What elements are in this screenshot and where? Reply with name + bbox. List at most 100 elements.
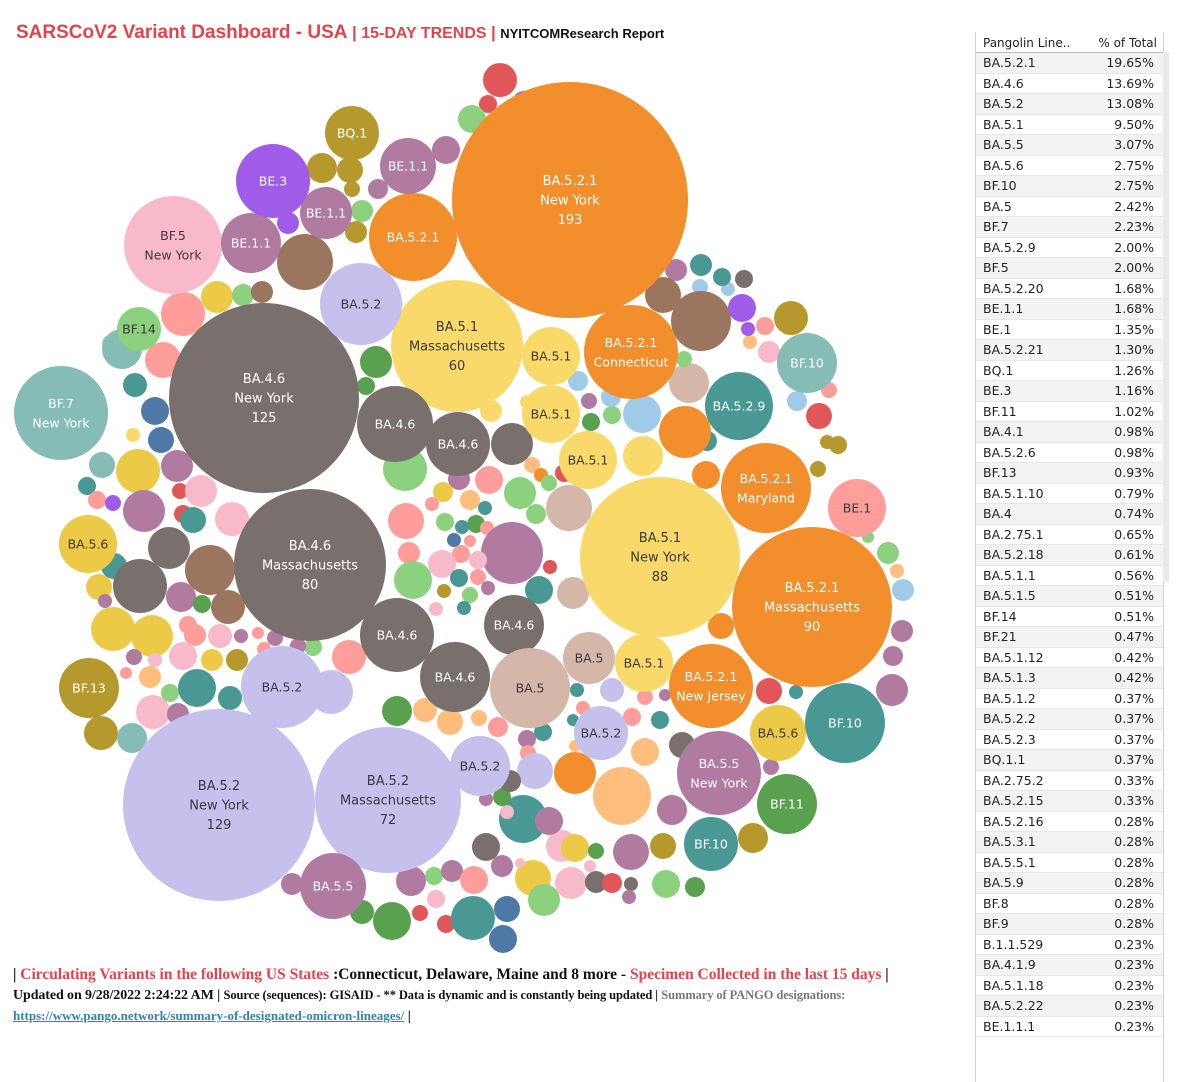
bubble[interactable] (481, 522, 543, 584)
bubble[interactable] (113, 559, 167, 613)
bubble[interactable] (493, 788, 511, 806)
labeled-bubble[interactable] (757, 774, 817, 834)
bubble[interactable] (891, 620, 913, 642)
bubble[interactable] (123, 373, 147, 397)
bubble[interactable] (447, 533, 461, 547)
bubble[interactable] (613, 834, 649, 870)
labeled-bubble[interactable] (828, 479, 886, 537)
bubble[interactable] (585, 871, 607, 893)
labeled-bubble[interactable] (369, 193, 457, 281)
bubble[interactable] (758, 341, 780, 363)
bubble[interactable] (337, 157, 363, 183)
bubble[interactable] (475, 466, 503, 494)
table-row[interactable]: BA.5.5 3.07% (976, 135, 1163, 156)
bubble[interactable] (117, 723, 147, 753)
bubble[interactable] (479, 95, 497, 113)
bubble[interactable] (877, 542, 899, 564)
bubble[interactable] (215, 502, 249, 536)
labeled-bubble[interactable] (236, 144, 310, 218)
bubble[interactable] (665, 259, 687, 281)
bubble[interactable] (172, 483, 188, 499)
bubble[interactable] (491, 855, 513, 877)
bubble[interactable] (671, 291, 731, 351)
bubble[interactable] (208, 624, 232, 648)
labeled-bubble[interactable] (420, 642, 490, 712)
labeled-bubble[interactable] (59, 515, 117, 573)
labeled-bubble[interactable] (705, 372, 773, 440)
table-row[interactable]: BQ.1 1.26% (976, 361, 1163, 381)
bubble[interactable] (708, 613, 734, 639)
table-row[interactable]: BA.5.2.3 0.37% (976, 730, 1163, 750)
bubble[interactable] (178, 669, 216, 707)
bubble[interactable] (148, 527, 190, 569)
bubble[interactable] (193, 595, 211, 613)
bubble[interactable] (570, 683, 584, 697)
bubble[interactable] (452, 545, 470, 563)
bubble[interactable] (425, 867, 443, 885)
table-row[interactable]: BA.5.2.16 0.28% (976, 812, 1163, 832)
bubble[interactable] (500, 805, 514, 819)
bubble[interactable] (534, 723, 552, 741)
bubble[interactable] (676, 351, 692, 367)
labeled-bubble[interactable] (721, 443, 811, 533)
bubble[interactable] (307, 153, 337, 183)
labeled-bubble[interactable] (732, 527, 892, 687)
bubble[interactable] (116, 449, 160, 493)
bubble[interactable] (457, 601, 471, 615)
bubble[interactable] (161, 450, 193, 482)
labeled-bubble[interactable] (221, 213, 281, 273)
bubble[interactable] (161, 684, 179, 702)
bubble[interactable] (436, 513, 454, 531)
table-row[interactable]: BE.1.1.1 0.23% (976, 1017, 1163, 1037)
labeled-bubble[interactable] (169, 303, 359, 493)
labeled-bubble[interactable] (123, 709, 315, 901)
labeled-bubble[interactable] (677, 731, 761, 815)
bubble[interactable] (602, 873, 622, 893)
labeled-bubble[interactable] (391, 280, 523, 412)
bubble[interactable] (890, 564, 904, 578)
bubble[interactable] (86, 574, 112, 600)
bubble[interactable] (555, 867, 587, 899)
table-row[interactable]: BA.5.2.2 0.37% (976, 709, 1163, 730)
bubble[interactable] (554, 752, 596, 794)
table-row[interactable]: BF.10 2.75% (976, 176, 1163, 197)
bubble[interactable] (806, 403, 832, 429)
table-row[interactable]: BA.5.3.1 0.28% (976, 832, 1163, 853)
bubble[interactable] (624, 877, 638, 891)
bubble[interactable] (692, 461, 720, 489)
bubble[interactable] (593, 767, 651, 825)
labeled-bubble[interactable] (522, 327, 580, 385)
bubble[interactable] (388, 503, 424, 539)
bubble[interactable] (637, 689, 653, 705)
bubble[interactable] (478, 501, 492, 515)
table-row[interactable]: BE.1 1.35% (976, 320, 1163, 340)
bubble[interactable] (123, 490, 165, 532)
table-row[interactable]: BE.3 1.16% (976, 381, 1163, 402)
bubble[interactable] (427, 890, 445, 908)
bubble[interactable] (472, 833, 500, 861)
bubble[interactable] (535, 807, 563, 835)
labeled-bubble[interactable] (777, 333, 837, 393)
bubble[interactable] (88, 491, 106, 509)
bubble[interactable] (344, 181, 360, 197)
table-row[interactable]: BF.8 0.28% (976, 894, 1163, 914)
bubble[interactable] (460, 866, 488, 894)
bubble[interactable] (471, 710, 487, 726)
bubble[interactable] (412, 905, 428, 921)
labeled-bubble[interactable] (615, 634, 673, 692)
bubble[interactable] (568, 371, 588, 391)
bubble[interactable] (437, 584, 451, 598)
labeled-bubble[interactable] (300, 187, 352, 239)
bubble[interactable] (489, 925, 517, 953)
table-row[interactable]: BA.5.2.22 0.23% (976, 996, 1163, 1017)
bubble[interactable] (582, 413, 600, 431)
labeled-bubble[interactable] (559, 431, 617, 489)
bubble[interactable] (557, 577, 589, 609)
bubble[interactable] (429, 602, 443, 616)
bubble[interactable] (105, 495, 121, 511)
bubble[interactable] (603, 406, 621, 424)
labeled-bubble[interactable] (669, 644, 753, 728)
column-header-lineage[interactable]: Pangolin Line.. (983, 36, 1071, 50)
bubble[interactable] (201, 649, 223, 671)
table-row[interactable]: BA.5.2.6 0.98% (976, 443, 1163, 463)
